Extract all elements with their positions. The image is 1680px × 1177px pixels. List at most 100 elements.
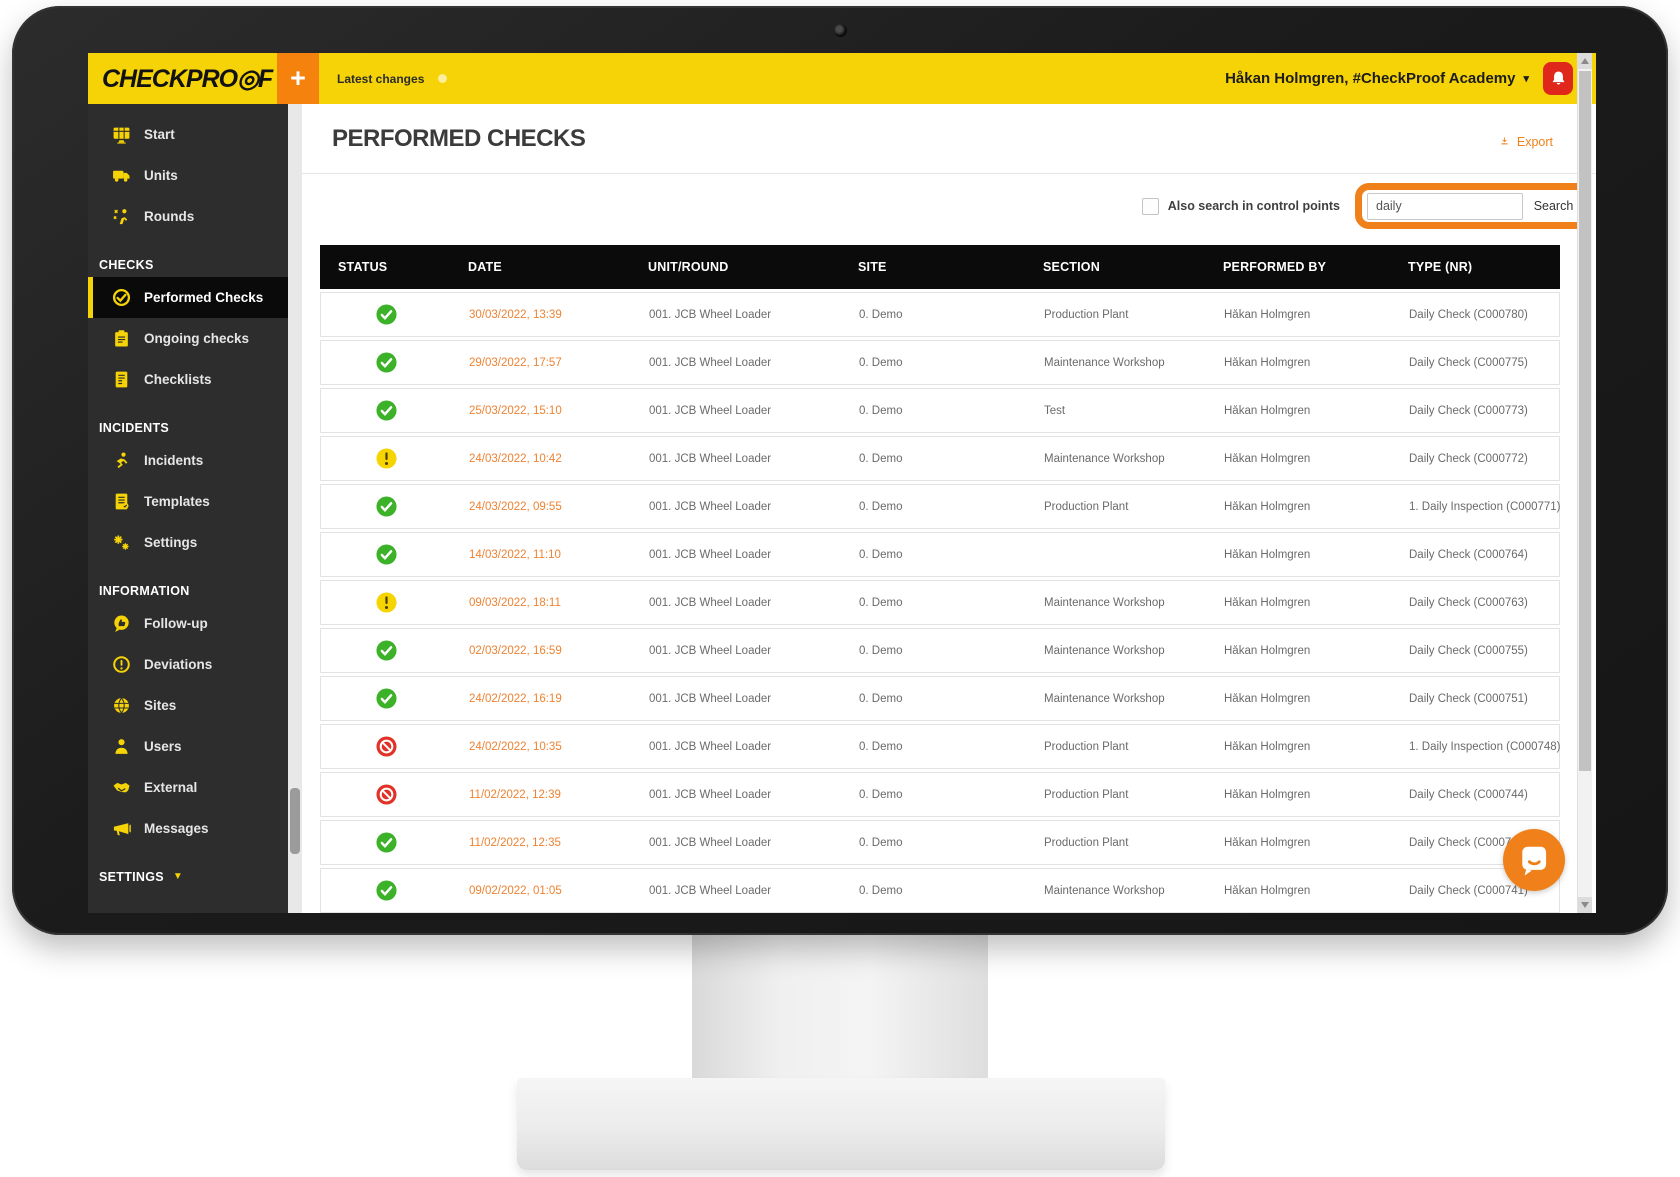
cell-site: 0. Demo [859, 788, 903, 801]
control-points-checkbox-wrap[interactable]: Also search in control points [1141, 197, 1340, 215]
column-header-site: SITE [858, 260, 887, 274]
cell-site: 0. Demo [859, 740, 903, 753]
sidebar-item-ongoing-checks[interactable]: Ongoing checks [88, 318, 288, 359]
table-row[interactable]: 24/02/2022, 16:19 001. JCB Wheel Loader 0.… [320, 676, 1560, 721]
sidebar-item-follow-up[interactable]: Follow-up [88, 603, 288, 644]
user-menu[interactable]: Håkan Holmgren, #CheckProof Academy ▾ [1225, 70, 1529, 87]
cell-date: 30/03/2022, 13:39 [469, 308, 562, 321]
sidebar-item-label: Incidents [144, 453, 204, 468]
cell-site: 0. Demo [859, 308, 903, 321]
cell-unit-round: 001. JCB Wheel Loader [649, 884, 772, 897]
page-title: PERFORMED CHECKS [332, 124, 586, 152]
cell-type: Daily Check (C000772) [1409, 452, 1528, 465]
table-row[interactable]: 30/03/2022, 13:39 001. JCB Wheel Loader 0.… [320, 292, 1560, 337]
control-points-checkbox-label: Also search in control points [1167, 199, 1340, 213]
cell-site: 0. Demo [859, 548, 903, 561]
table-row[interactable]: 09/02/2022, 01:05 001. JCB Wheel Loader 0.… [320, 868, 1560, 913]
scroll-down-arrow[interactable] [1578, 897, 1592, 913]
add-button[interactable]: + [277, 53, 319, 104]
clipboard-icon [112, 329, 131, 348]
notifications-button[interactable] [1543, 62, 1573, 95]
table-row[interactable]: 24/03/2022, 10:42 001. JCB Wheel Loader 0.… [320, 436, 1560, 481]
cell-section: Production Plant [1044, 500, 1129, 513]
monitor-icon [112, 125, 131, 144]
sidebar-scrollbar[interactable] [288, 104, 302, 913]
cell-type: Daily Check (C000755) [1409, 644, 1528, 657]
sidebar-item-start[interactable]: Start [88, 114, 288, 155]
table-row[interactable]: 11/02/2022, 12:35 001. JCB Wheel Loader 0.… [320, 820, 1560, 865]
table-header: STATUS DATE UNIT/ROUND SITE SECTION PERFORMED… [320, 245, 1560, 289]
sidebar-item-performed-checks[interactable]: Performed Checks [88, 277, 288, 318]
cell-site: 0. Demo [859, 644, 903, 657]
cell-date: 24/03/2022, 10:42 [469, 452, 562, 465]
table-row[interactable]: 14/03/2022, 11:10 001. JCB Wheel Loader 0.… [320, 532, 1560, 577]
status-warning-icon [321, 448, 451, 469]
bell-icon [1550, 70, 1567, 87]
cell-section: Production Plant [1044, 308, 1129, 321]
control-points-checkbox[interactable] [1141, 197, 1159, 215]
cell-performed-by: Håkan Holmgren [1224, 452, 1311, 465]
cell-type: Daily Check (C000751) [1409, 692, 1528, 705]
table-row[interactable]: 24/03/2022, 09:55 001. JCB Wheel Loader 0.… [320, 484, 1561, 529]
sidebar-item-label: Units [144, 168, 178, 183]
sidebar-item-templates[interactable]: Templates [88, 481, 288, 522]
sidebar-item-incidents[interactable]: Incidents [88, 440, 288, 481]
cell-performed-by: Håkan Holmgren [1224, 596, 1311, 609]
app-logo: CHECKPRO◎F [102, 64, 273, 93]
table-row[interactable]: 25/03/2022, 15:10 001. JCB Wheel Loader 0.… [320, 388, 1560, 433]
status-ok-icon [321, 496, 451, 517]
sidebar-item-sites[interactable]: Sites [88, 685, 288, 726]
cell-date: 24/02/2022, 10:35 [469, 740, 562, 753]
sidebar-section-checks: CHECKS [99, 258, 154, 272]
sidebar-item-external[interactable]: External [88, 767, 288, 808]
megaphone-icon [112, 819, 131, 838]
cell-performed-by: Håkan Holmgren [1224, 500, 1311, 513]
cell-section: Maintenance Workshop [1044, 644, 1165, 657]
table-row[interactable]: 11/02/2022, 12:39 001. JCB Wheel Loader 0.… [320, 772, 1560, 817]
sidebar-item-units[interactable]: Units [88, 155, 288, 196]
table-row[interactable]: 29/03/2022, 17:57 001. JCB Wheel Loader 0.… [320, 340, 1560, 385]
cell-date: 25/03/2022, 15:10 [469, 404, 562, 417]
sidebar-item-label: Messages [144, 821, 209, 836]
table-row[interactable]: 24/02/2022, 10:35 001. JCB Wheel Loader 0.… [320, 724, 1561, 769]
sidebar-toggle-settings[interactable]: SETTINGS ▼ [88, 865, 288, 889]
sidebar-item-settings[interactable]: Settings [88, 522, 288, 563]
sidebar-item-checklists[interactable]: Checklists [88, 359, 288, 400]
cell-type: Daily Check (C000741) [1409, 884, 1528, 897]
download-icon [1500, 135, 1513, 148]
sidebar-item-messages[interactable]: Messages [88, 808, 288, 849]
scroll-up-arrow[interactable] [1578, 53, 1592, 69]
column-header-performed-by: PERFORMED BY [1223, 260, 1327, 274]
export-button[interactable]: Export [1500, 135, 1553, 149]
checklist-icon [112, 370, 131, 389]
sidebar-item-label: External [144, 780, 198, 795]
search-button[interactable]: Search [1523, 198, 1584, 214]
table-row[interactable]: 02/03/2022, 16:59 001. JCB Wheel Loader 0.… [320, 628, 1560, 673]
cell-unit-round: 001. JCB Wheel Loader [649, 692, 772, 705]
export-label: Export [1516, 134, 1553, 149]
search-input[interactable] [1367, 192, 1523, 220]
cell-section: Maintenance Workshop [1044, 356, 1165, 369]
cell-performed-by: Håkan Holmgren [1224, 404, 1311, 417]
status-ok-icon [321, 688, 451, 709]
sidebar-item-deviations[interactable]: Deviations [88, 644, 288, 685]
main-scrollbar-thumb[interactable] [1579, 71, 1591, 771]
sidebar-item-users[interactable]: Users [88, 726, 288, 767]
chat-button[interactable] [1503, 829, 1565, 891]
main-scrollbar[interactable] [1577, 53, 1592, 913]
sidebar-nav: Start Units Rounds CHECKS Performed Checks On… [88, 104, 288, 889]
handshake-icon [112, 778, 131, 797]
sidebar-item-label: Sites [144, 698, 177, 713]
sidebar-scrollbar-thumb[interactable] [290, 788, 300, 854]
column-header-date: DATE [468, 260, 502, 274]
table-body: 30/03/2022, 13:39 001. JCB Wheel Loader 0.… [320, 292, 1561, 913]
status-ok-icon [321, 544, 451, 565]
cell-unit-round: 001. JCB Wheel Loader [649, 740, 772, 753]
latest-changes-link[interactable]: Latest changes [337, 71, 425, 86]
cell-performed-by: Håkan Holmgren [1224, 788, 1311, 801]
cell-type: 1. Daily Inspection (C000771) [1409, 500, 1561, 513]
table-row[interactable]: 09/03/2022, 18:11 001. JCB Wheel Loader 0.… [320, 580, 1560, 625]
top-bar: CHECKPRO◎F + Latest changes Håkan Holmgr… [88, 53, 1596, 104]
caret-down-icon: ▼ [172, 871, 184, 882]
sidebar-item-rounds[interactable]: Rounds [88, 196, 288, 237]
